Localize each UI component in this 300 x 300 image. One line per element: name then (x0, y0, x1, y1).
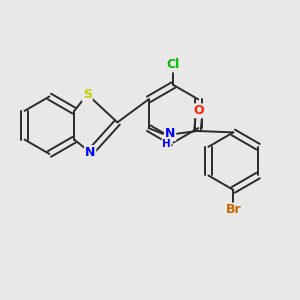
Text: O: O (194, 104, 204, 117)
Text: S: S (83, 88, 92, 101)
Text: N: N (85, 146, 95, 159)
Text: N: N (165, 127, 175, 140)
Text: Br: Br (226, 203, 241, 217)
Text: Cl: Cl (167, 58, 180, 71)
Text: H: H (162, 139, 171, 149)
